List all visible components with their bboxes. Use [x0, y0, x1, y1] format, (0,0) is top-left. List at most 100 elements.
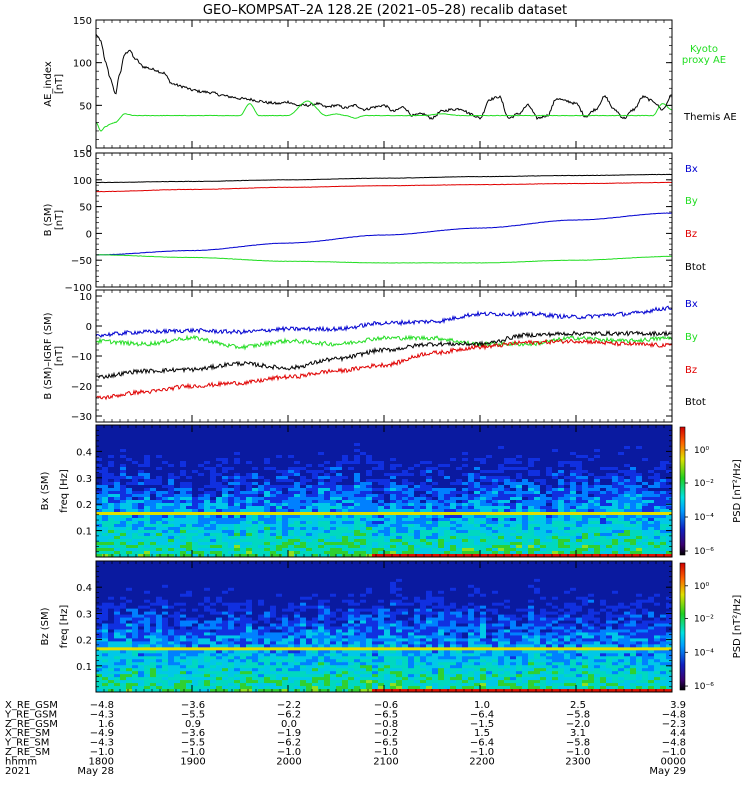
- spectrogram-cell: [516, 434, 523, 438]
- spectrogram-cell: [108, 506, 115, 510]
- spectrogram-cell: [186, 515, 193, 519]
- spectrogram-cell: [264, 449, 271, 453]
- spectrogram-cell: [390, 431, 397, 435]
- spectrogram-cell: [96, 443, 103, 447]
- spectrogram-cell: [618, 539, 625, 543]
- spectrogram-cell: [396, 509, 403, 513]
- spectrogram-cell: [654, 506, 661, 510]
- spectrogram-cell: [474, 509, 481, 513]
- spectrogram-cell: [360, 491, 367, 495]
- spectrogram-cell: [642, 455, 649, 459]
- spectrogram-cell: [606, 497, 613, 501]
- spectrogram-cell: [228, 434, 235, 438]
- spectrogram-cell: [456, 431, 463, 435]
- spectrogram-cell: [444, 539, 451, 543]
- spectrogram-cell: [624, 443, 631, 447]
- spectrogram-cell: [240, 446, 247, 450]
- spectrogram-cell: [444, 509, 451, 513]
- spectrogram-cell: [198, 506, 205, 510]
- spectrogram-cell: [618, 494, 625, 498]
- spectrogram-cell: [510, 491, 517, 495]
- spectrogram-cell: [162, 503, 169, 507]
- spectrogram-cell: [348, 467, 355, 471]
- spectrogram-cell: [426, 539, 433, 543]
- spectrogram-cell: [168, 533, 175, 537]
- spectrogram-cell: [210, 512, 217, 516]
- spectrogram-cell: [324, 500, 331, 504]
- spectrogram-cell: [480, 428, 487, 432]
- spectrogram-cell: [108, 491, 115, 495]
- spectrogram-cell: [348, 446, 355, 450]
- spectrogram-cell: [588, 458, 595, 462]
- spectrogram-cell: [492, 470, 499, 474]
- spectrogram-cell: [534, 548, 541, 552]
- spectrogram-cell: [402, 485, 409, 489]
- spectrogram-cell: [222, 449, 229, 453]
- spectrogram-cell: [114, 533, 121, 537]
- spectrogram-cell: [462, 464, 469, 468]
- spectrogram-cell: [492, 527, 499, 531]
- spectrogram-cell: [570, 455, 577, 459]
- spectrogram-cell: [162, 452, 169, 456]
- spectrogram-cell: [648, 455, 655, 459]
- spectrogram-cell: [594, 449, 601, 453]
- spectrogram-cell: [156, 545, 163, 549]
- spectrogram-cell: [306, 533, 313, 537]
- spectrogram-cell: [342, 494, 349, 498]
- spectrogram-cell: [552, 530, 559, 534]
- spectrogram-cell: [372, 428, 379, 432]
- spectrogram-cell: [108, 503, 115, 507]
- spectrogram-cell: [216, 524, 223, 528]
- spectrogram-cell: [552, 452, 559, 456]
- spectrogram-cell: [282, 521, 289, 525]
- spectrogram-cell: [174, 488, 181, 492]
- spectrogram-cell: [432, 488, 439, 492]
- spectrogram-cell: [312, 551, 319, 555]
- spectrogram-cell: [114, 539, 121, 543]
- spectrogram-cell: [96, 539, 103, 543]
- spectrogram-cell: [162, 533, 169, 537]
- spectrogram-cell: [390, 485, 397, 489]
- spectrogram-cell: [294, 479, 301, 483]
- spectrogram-cell: [288, 500, 295, 504]
- spectrogram-cell: [642, 518, 649, 522]
- spectrogram-cell: [594, 548, 601, 552]
- spectrogram-cell: [474, 476, 481, 480]
- spectrogram-cell: [624, 464, 631, 468]
- spectrogram-cell: [510, 467, 517, 471]
- spectrogram-cell: [414, 431, 421, 435]
- spectrogram-cell: [546, 497, 553, 501]
- spectrogram-cell: [306, 473, 313, 477]
- spectrogram-cell: [336, 539, 343, 543]
- spectrogram-cell: [354, 467, 361, 471]
- spectrogram-cell: [624, 434, 631, 438]
- spectrogram-cell: [234, 542, 241, 546]
- spectrogram-cell: [384, 491, 391, 495]
- spectrogram-cell: [336, 494, 343, 498]
- spectrogram-cell: [402, 539, 409, 543]
- spectrogram-cell: [348, 518, 355, 522]
- spectrogram-cell: [504, 479, 511, 483]
- spectrogram-cell: [624, 506, 631, 510]
- spectrogram-cell: [624, 458, 631, 462]
- spectrogram-cell: [444, 461, 451, 465]
- spectrogram-cell: [288, 482, 295, 486]
- spectrogram-cell: [102, 455, 109, 459]
- spectrogram-cell: [588, 545, 595, 549]
- spectrogram-cell: [504, 533, 511, 537]
- spectrogram-cell: [330, 548, 337, 552]
- spectrogram-cell: [204, 425, 211, 429]
- spectrogram-cell: [288, 455, 295, 459]
- spectrogram-cell: [204, 488, 211, 492]
- y-axis-label: AE_index: [43, 61, 54, 107]
- spectrogram-cell: [222, 536, 229, 540]
- spectrogram-cell: [660, 518, 667, 522]
- spectrogram-cell: [228, 521, 235, 525]
- spectrogram-cell: [108, 500, 115, 504]
- spectrogram-cell: [570, 530, 577, 534]
- spectrogram-cell: [222, 479, 229, 483]
- spectrogram-cell: [492, 542, 499, 546]
- spectrogram-cell: [186, 434, 193, 438]
- spectrogram-cell: [282, 494, 289, 498]
- spectrogram-cell: [270, 440, 277, 444]
